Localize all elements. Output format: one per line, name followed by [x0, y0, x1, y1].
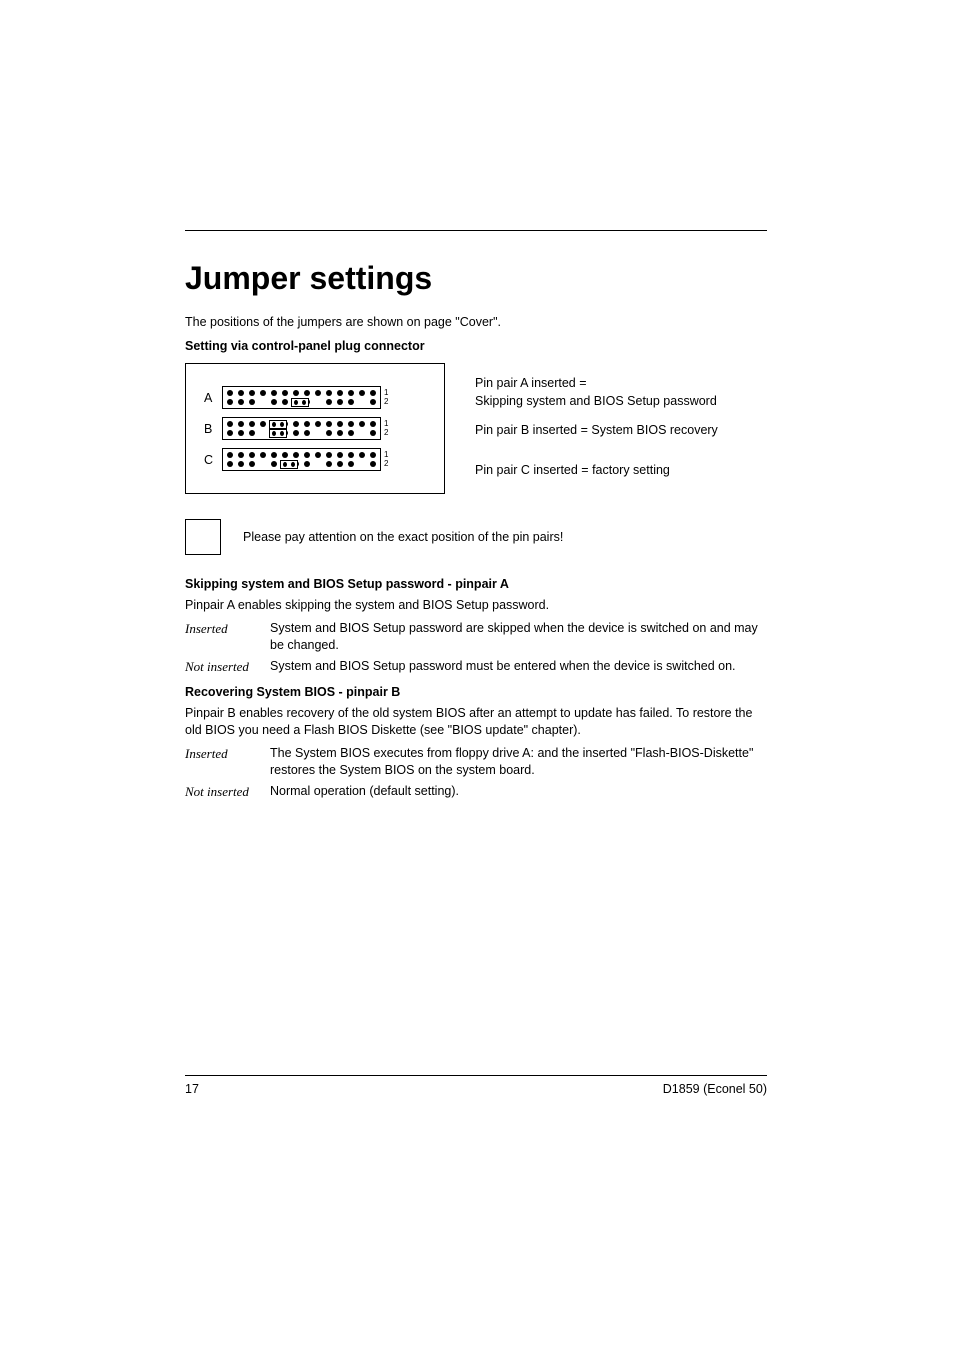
row-label-b: B: [204, 422, 222, 436]
term-inserted-a: Inserted: [185, 620, 270, 654]
section-b-notinserted: Not inserted Normal operation (default s…: [185, 783, 767, 801]
section-a-inserted: Inserted System and BIOS Setup password …: [185, 620, 767, 654]
pin-connector-a: [222, 386, 381, 409]
term-inserted-b: Inserted: [185, 745, 270, 779]
footer-doc-id: D1859 (Econel 50): [663, 1082, 767, 1096]
diagram-row: A 12 B 12: [185, 363, 767, 501]
row-label-a: A: [204, 391, 222, 405]
subhead-text: Setting via control-panel plug connector: [185, 339, 767, 353]
note-row: Please pay attention on the exact positi…: [185, 519, 767, 555]
note-text: Please pay attention on the exact positi…: [243, 530, 563, 544]
page-footer: 17 D1859 (Econel 50): [185, 1075, 767, 1096]
intro-text: The positions of the jumpers are shown o…: [185, 315, 767, 329]
term-notinserted-b: Not inserted: [185, 783, 270, 801]
footer-page-number: 17: [185, 1082, 199, 1096]
content-area: Jumper settings The positions of the jum…: [185, 260, 767, 804]
page-title: Jumper settings: [185, 260, 767, 297]
diagram-item-a: A 12: [204, 386, 426, 409]
pin-numbers-a: 12: [384, 389, 388, 407]
header-rule: [185, 230, 767, 231]
section-a-head: Skipping system and BIOS Setup password …: [185, 577, 767, 591]
diagram-item-b: B 12: [204, 417, 426, 440]
section-b-inserted: Inserted The System BIOS executes from f…: [185, 745, 767, 779]
section-b-head: Recovering System BIOS - pinpair B: [185, 685, 767, 699]
term-notinserted-a: Not inserted: [185, 658, 270, 676]
desc-a-line2: Skipping system and BIOS Setup password: [475, 394, 717, 408]
section-b-body: Pinpair B enables recovery of the old sy…: [185, 705, 767, 739]
pin-connector-c: [222, 448, 381, 471]
section-a-notinserted: Not inserted System and BIOS Setup passw…: [185, 658, 767, 676]
desc-inserted-a: System and BIOS Setup password are skipp…: [270, 620, 767, 654]
desc-b: Pin pair B inserted = System BIOS recove…: [475, 422, 718, 440]
pin-numbers-c: 12: [384, 451, 388, 469]
row-label-c: C: [204, 453, 222, 467]
diagram-descriptions: Pin pair A inserted = Skipping system an…: [475, 363, 718, 501]
desc-notinserted-a: System and BIOS Setup password must be e…: [270, 658, 767, 676]
desc-c: Pin pair C inserted = factory setting: [475, 462, 718, 480]
diagram-item-c: C 12: [204, 448, 426, 471]
note-icon: [185, 519, 221, 555]
desc-notinserted-b: Normal operation (default setting).: [270, 783, 767, 801]
pin-numbers-b: 12: [384, 420, 388, 438]
diagram-box: A 12 B 12: [185, 363, 445, 494]
desc-a-line1: Pin pair A inserted =: [475, 376, 587, 390]
desc-inserted-b: The System BIOS executes from floppy dri…: [270, 745, 767, 779]
pin-connector-b: [222, 417, 381, 440]
section-a-body: Pinpair A enables skipping the system an…: [185, 597, 767, 614]
